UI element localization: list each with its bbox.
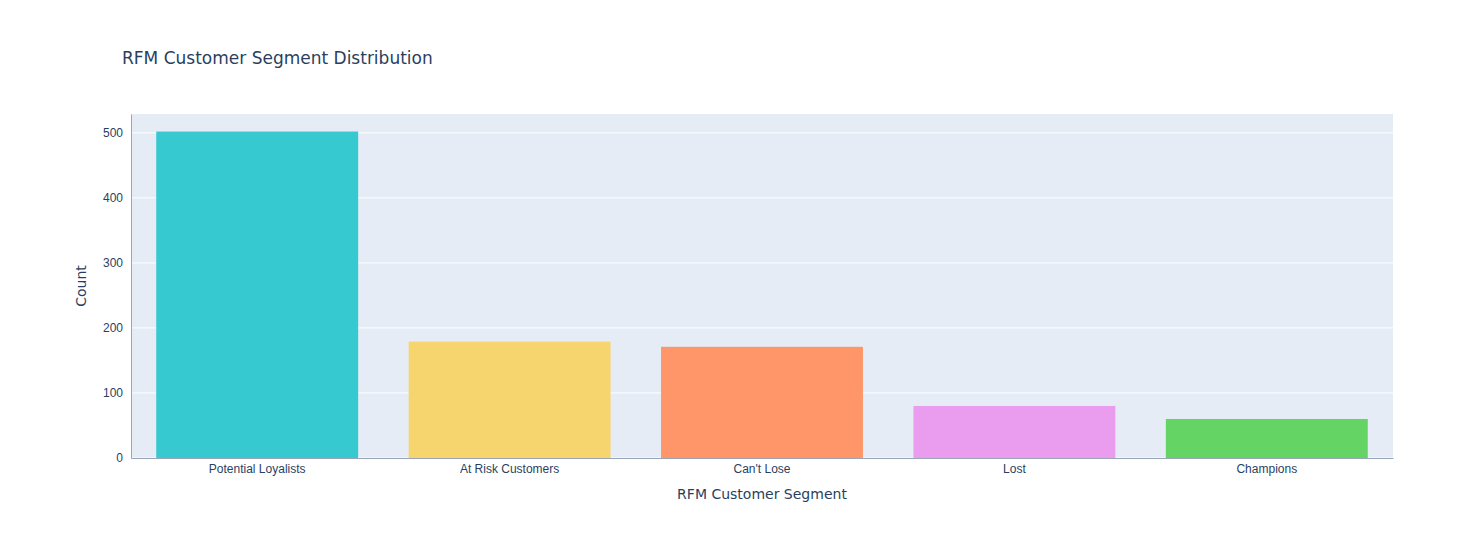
y-tick-label: 300 [103,256,123,270]
y-tick: 500 [103,126,123,140]
x-axis-title: RFM Customer Segment [677,486,847,502]
bars [156,132,1368,458]
x-tick: Potential Loyalists [209,462,306,476]
y-tick-label: 0 [116,451,123,465]
x-tick-label: Lost [1003,462,1026,476]
y-axis-title: Count [73,265,89,307]
bar [913,406,1115,458]
y-tick-label: 400 [103,191,123,205]
x-axis: Potential Loyalists At Risk Customers Can'… [132,459,1394,476]
title: RFM Customer Segment Distribution [122,48,433,68]
x-tick-label: At Risk Customers [460,462,559,476]
y-tick-label: 200 [103,321,123,335]
y-tick: 0 [116,451,123,465]
x-tick-label: Potential Loyalists [209,462,306,476]
x-tick: Champions [1236,462,1297,476]
x-axis-line [132,458,1394,459]
y-tick: 300 [103,256,123,270]
x-tick: At Risk Customers [460,462,559,476]
y-tick: 400 [103,191,123,205]
y-tick: 100 [103,386,123,400]
plot: 0 100 200 300 400 500 Potential Loyalists At Ri… [103,114,1394,476]
y-axis: 0 100 200 300 400 500 [103,115,132,466]
x-tick-label: Can't Lose [734,462,791,476]
y-tick-label: 100 [103,386,123,400]
x-tick-label: Champions [1236,462,1297,476]
y-tick: 200 [103,321,123,335]
bar [156,132,358,458]
x-tick: Lost [1003,462,1026,476]
bar [409,342,611,458]
plot-background [131,114,1393,458]
y-tick-label: 500 [103,126,123,140]
bar [661,347,863,458]
x-tick: Can't Lose [734,462,791,476]
y-axis-line [131,115,132,459]
chart: 0 100 200 300 400 500 Potential Loyalists At Ri… [0,0,1484,539]
bar [1166,419,1368,458]
